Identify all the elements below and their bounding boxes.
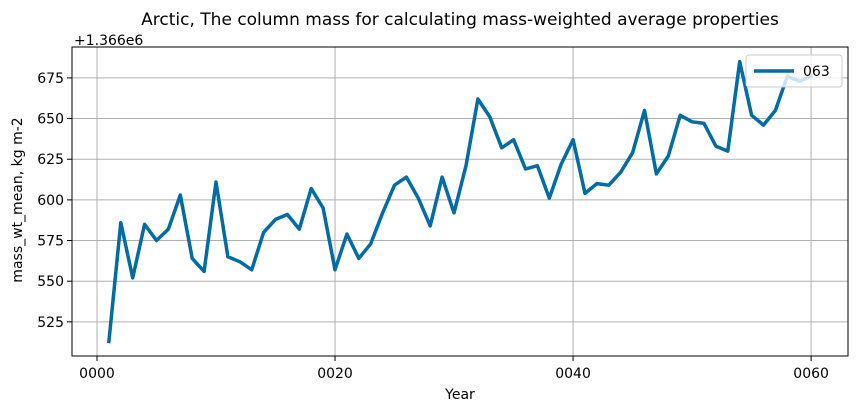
y-tick-label: 650	[37, 112, 64, 128]
legend-label-063: 063	[803, 64, 830, 80]
y-axis-label: mass_wt_mean, kg m-2	[10, 117, 26, 282]
y-offset-label: +1.366e6	[74, 33, 143, 49]
x-axis-ticks: 0000 0020 0040 0060	[79, 356, 829, 382]
y-tick-label: 575	[37, 234, 64, 250]
x-tick-label: 0000	[79, 366, 115, 382]
y-tick-label: 550	[37, 274, 64, 290]
x-tick-label: 0020	[317, 366, 353, 382]
x-tick-label: 0060	[793, 366, 829, 382]
plot-frame	[71, 46, 849, 357]
y-gridlines	[72, 77, 848, 323]
x-tick-label: 0040	[555, 366, 591, 382]
series-line-063	[106, 59, 814, 344]
legend: 063	[745, 54, 843, 88]
y-tick-label: 675	[37, 71, 64, 87]
x-axis-label: Year	[444, 387, 475, 403]
y-tick-label: 525	[37, 315, 64, 331]
y-tick-label: 625	[37, 152, 64, 168]
y-tick-label: 600	[37, 193, 64, 209]
chart-title: Arctic, The column mass for calculating …	[141, 10, 779, 30]
x-gridlines	[96, 47, 812, 356]
series-layer	[106, 59, 814, 344]
y-axis-ticks: 525 550 575 600 625 650 675	[37, 71, 72, 331]
